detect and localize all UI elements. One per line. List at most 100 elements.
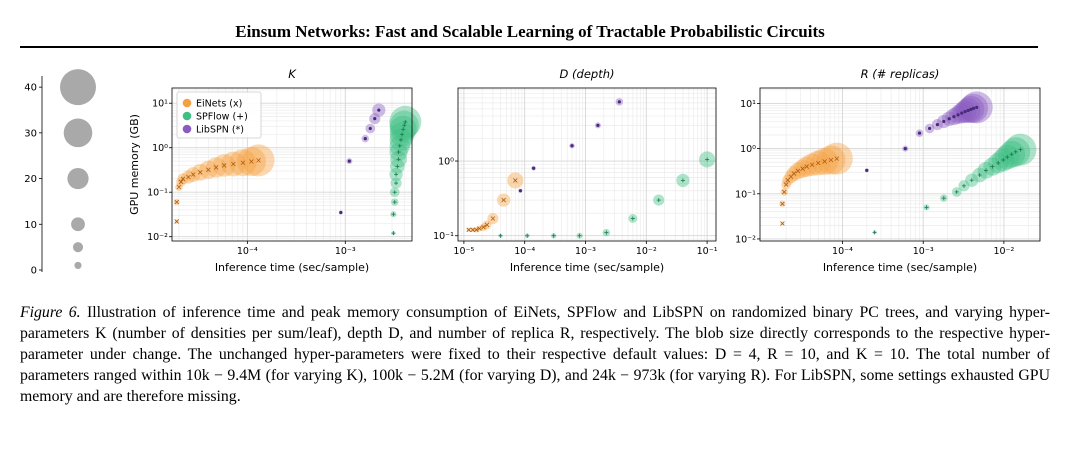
x-marker-stroke — [186, 174, 191, 180]
x-marker — [477, 226, 482, 231]
x-marker-stroke — [484, 222, 490, 228]
star-marker — [531, 166, 536, 170]
plus-marker — [604, 230, 609, 235]
y-tick-label: 10⁰ — [740, 144, 756, 155]
x-marker-stroke — [834, 156, 840, 161]
x-tick-label: 10⁻⁵ — [453, 246, 474, 257]
star-marker — [975, 105, 979, 109]
figure-caption: Figure 6. Illustration of inference time… — [20, 302, 1050, 407]
x-marker-stroke — [240, 160, 246, 166]
y-tick-label: 10⁻² — [735, 234, 756, 245]
x-marker — [249, 159, 254, 164]
chart-title: K — [288, 67, 297, 81]
plus-marker — [391, 231, 396, 236]
x-marker — [240, 160, 246, 166]
x-marker-stroke — [785, 177, 791, 183]
plus-marker — [498, 233, 503, 238]
legend-box — [176, 91, 262, 139]
x-marker — [800, 166, 805, 171]
x-marker — [231, 161, 236, 167]
x-marker — [206, 167, 211, 173]
plus-marker — [1005, 155, 1010, 160]
legend-swatch — [182, 98, 192, 108]
x-marker-stroke — [221, 163, 227, 168]
x-marker — [783, 182, 789, 187]
plus-marker — [630, 216, 635, 221]
star-marker — [363, 137, 367, 141]
size-legend-blob — [63, 118, 93, 148]
x-axis-label: Inference time (sec/sample) — [823, 261, 977, 274]
x-marker — [186, 174, 191, 180]
plus-marker — [402, 123, 407, 128]
plus-marker — [392, 190, 397, 195]
star-marker — [570, 144, 574, 148]
x-marker-stroke — [780, 201, 785, 207]
plus-marker — [391, 212, 396, 217]
x-marker — [501, 197, 506, 203]
star-marker — [952, 115, 956, 119]
plus-marker — [551, 233, 556, 238]
plus-marker — [398, 137, 403, 142]
plus-marker — [1013, 149, 1018, 154]
x-marker — [795, 168, 801, 174]
x-marker — [197, 170, 203, 175]
x-marker — [791, 171, 797, 176]
x-marker — [815, 160, 821, 166]
x-marker-stroke — [809, 162, 815, 168]
plus-marker — [656, 198, 661, 203]
star-marker — [963, 110, 967, 114]
x-marker-stroke — [174, 219, 180, 224]
x-marker — [178, 179, 184, 185]
star-marker — [927, 126, 932, 131]
plus-marker — [577, 233, 582, 238]
star-marker — [942, 119, 946, 124]
size-legend-blob — [74, 261, 82, 269]
x-marker — [213, 165, 219, 170]
plus-marker — [396, 157, 401, 162]
x-marker — [174, 219, 180, 224]
figure-caption-text: Illustration of inference time and peak … — [20, 304, 1050, 405]
x-marker-stroke — [490, 216, 496, 221]
star-marker — [377, 108, 381, 112]
x-marker-stroke — [800, 166, 805, 171]
x-marker-stroke — [231, 161, 236, 167]
size-legend-blob — [71, 217, 85, 232]
star-marker — [966, 108, 970, 113]
star-marker — [903, 147, 907, 151]
x-marker-stroke — [828, 157, 834, 163]
page-title: Einsum Networks: Fast and Scalable Learn… — [235, 22, 825, 41]
x-marker-stroke — [176, 184, 182, 190]
chart-legend: EiNets (x) SPFlow (+) LibSPN (*) — [176, 91, 262, 139]
x-marker — [512, 178, 518, 183]
y-axis-label: GPU memory (GB) — [128, 114, 141, 215]
chart-panel-1: 10⁻⁴ 10⁻³ 10⁻² 10⁻¹ 10⁰ 10¹ K Inference time (s… — [128, 67, 422, 274]
y-tick-label: 10⁰ — [438, 157, 454, 168]
legend-label: SPFlow (+) — [196, 112, 248, 123]
x-marker-stroke — [791, 171, 797, 176]
x-tick-label: 10⁻¹ — [697, 246, 718, 257]
figure-6: 40 30 20 10 0 10⁻⁴ 10⁻³ 10⁻² 10⁻¹ 10⁰ 10¹ K Inferenc… — [24, 67, 1041, 277]
plus-marker — [1001, 157, 1006, 162]
x-marker — [809, 162, 815, 168]
star-marker — [617, 100, 621, 104]
x-marker — [221, 163, 227, 168]
x-marker — [785, 177, 791, 183]
x-marker-stroke — [804, 164, 809, 169]
x-marker-stroke — [474, 227, 479, 233]
x-marker-stroke — [249, 159, 254, 164]
x-marker — [834, 156, 840, 161]
x-marker — [481, 224, 486, 230]
star-marker — [339, 210, 343, 215]
x-marker-stroke — [180, 176, 186, 182]
plus-marker — [680, 178, 685, 183]
star-marker — [935, 123, 940, 127]
plus-marker — [961, 183, 966, 188]
plus-marker — [401, 127, 406, 132]
x-marker-stroke — [815, 160, 821, 166]
size-legend-tick-label: 30 — [24, 128, 37, 139]
y-tick-label: 10⁻² — [147, 232, 168, 243]
star-marker — [518, 189, 523, 193]
y-tick-label: 10¹ — [740, 99, 756, 110]
x-marker — [780, 201, 785, 207]
x-tick-label: 10⁻⁴ — [237, 246, 258, 257]
